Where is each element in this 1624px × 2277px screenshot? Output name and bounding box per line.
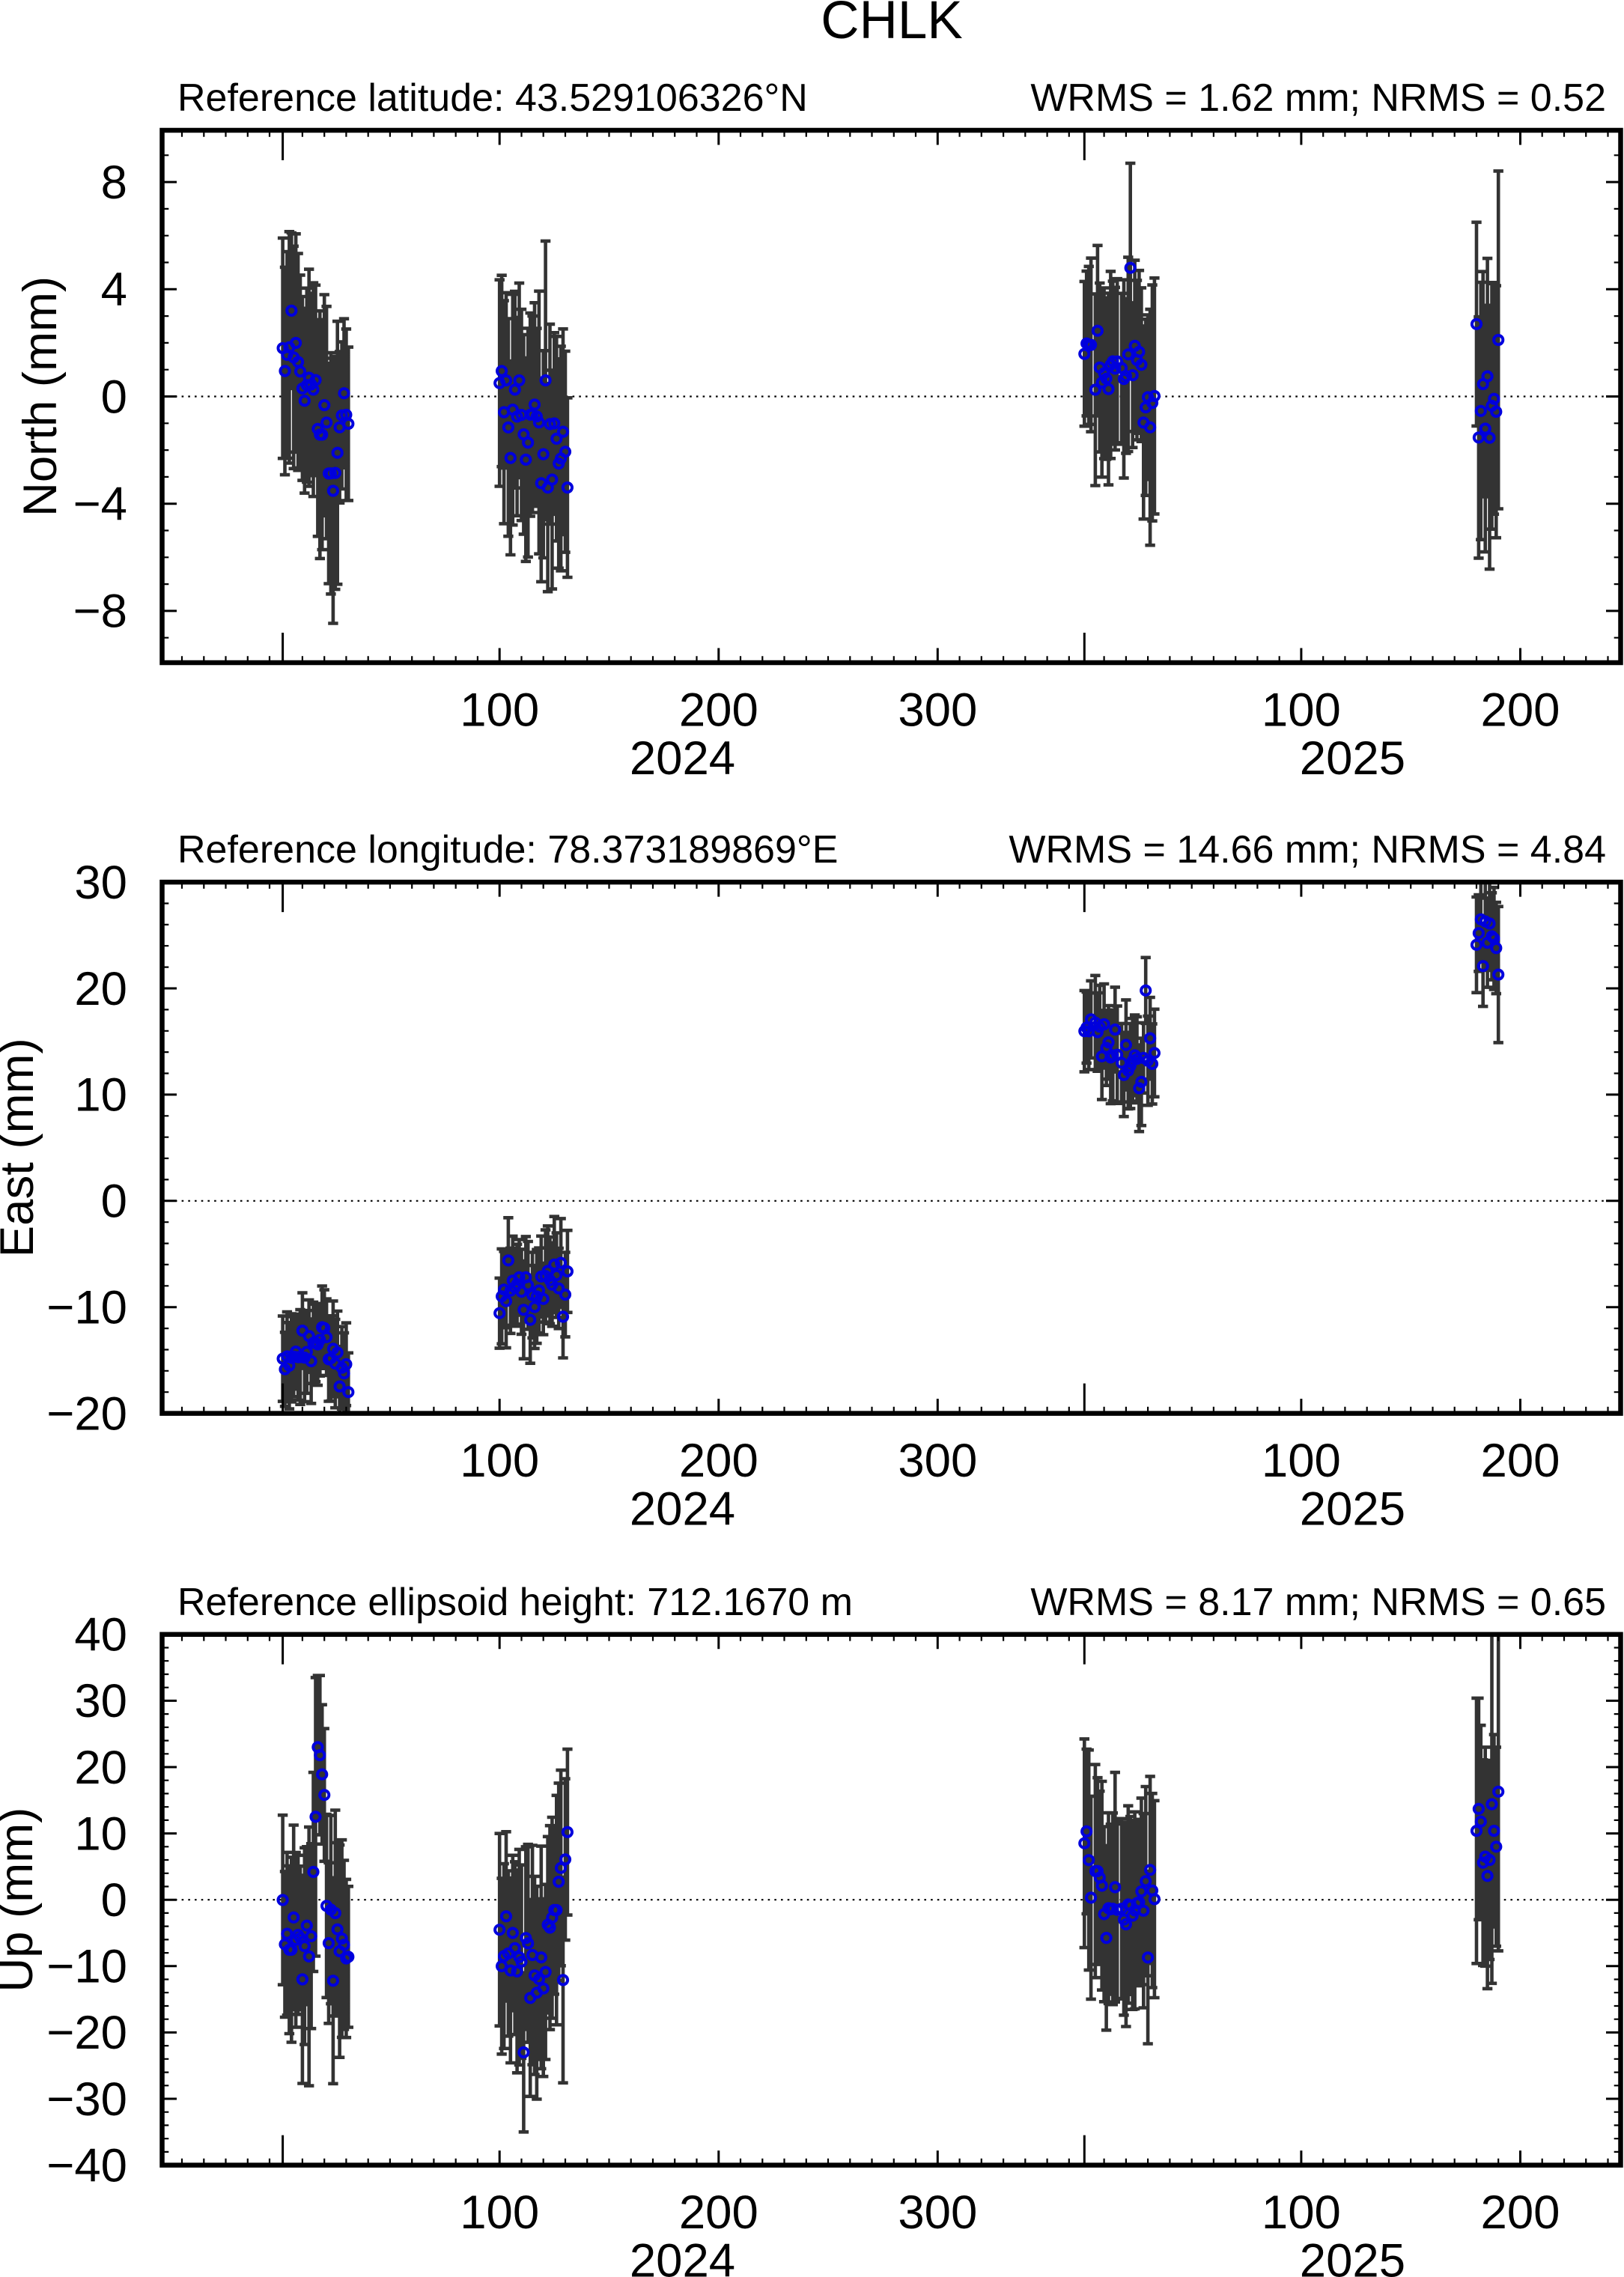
svg-text:0: 0	[101, 371, 127, 423]
svg-text:−4: −4	[73, 478, 127, 531]
svg-text:Reference latitude: 43.5291063: Reference latitude: 43.529106326°N	[177, 76, 808, 120]
svg-text:−30: −30	[46, 2073, 127, 2126]
svg-text:2024: 2024	[630, 1483, 735, 1535]
svg-text:10: 10	[74, 1069, 127, 1122]
svg-text:8: 8	[101, 156, 127, 209]
svg-text:East (mm): East (mm)	[0, 1038, 43, 1257]
svg-text:WRMS = 1.62 mm; NRMS = 0.52: WRMS = 1.62 mm; NRMS = 0.52	[1030, 76, 1606, 120]
svg-text:20: 20	[74, 1742, 127, 1794]
svg-text:2025: 2025	[1300, 1483, 1405, 1535]
svg-text:200: 200	[679, 684, 758, 736]
svg-text:−20: −20	[46, 2007, 127, 2059]
svg-text:−10: −10	[46, 1282, 127, 1334]
svg-text:−20: −20	[46, 1387, 127, 1440]
svg-text:40: 40	[74, 1609, 127, 1662]
svg-text:100: 100	[1262, 2186, 1341, 2239]
svg-text:WRMS = 8.17 mm; NRMS = 0.65: WRMS = 8.17 mm; NRMS = 0.65	[1030, 1581, 1606, 1624]
svg-text:Up (mm): Up (mm)	[0, 1808, 43, 1992]
svg-text:−10: −10	[46, 1941, 127, 1993]
svg-text:Reference longitude: 78.373189: Reference longitude: 78.373189869°E	[177, 828, 838, 872]
svg-text:300: 300	[898, 1435, 977, 1487]
svg-text:200: 200	[679, 1435, 758, 1487]
svg-text:North (mm): North (mm)	[14, 276, 67, 517]
svg-text:100: 100	[1262, 1435, 1341, 1487]
svg-text:WRMS = 14.66 mm; NRMS = 4.84: WRMS = 14.66 mm; NRMS = 4.84	[1009, 828, 1606, 872]
svg-text:200: 200	[1481, 684, 1560, 736]
svg-text:30: 30	[74, 857, 127, 909]
svg-text:20: 20	[74, 963, 127, 1015]
svg-text:4: 4	[101, 264, 127, 316]
svg-text:200: 200	[1481, 1435, 1560, 1487]
svg-text:10: 10	[74, 1808, 127, 1860]
svg-text:100: 100	[460, 1435, 539, 1487]
svg-text:100: 100	[1262, 684, 1341, 736]
svg-text:CHLK: CHLK	[821, 0, 962, 50]
svg-text:100: 100	[460, 2186, 539, 2239]
svg-text:2024: 2024	[630, 2234, 735, 2277]
svg-text:30: 30	[74, 1675, 127, 1727]
svg-text:−8: −8	[73, 586, 127, 638]
svg-text:0: 0	[101, 1874, 127, 1927]
svg-text:100: 100	[460, 684, 539, 736]
svg-text:300: 300	[898, 684, 977, 736]
svg-text:200: 200	[679, 2186, 758, 2239]
svg-text:300: 300	[898, 2186, 977, 2239]
svg-text:2025: 2025	[1300, 2234, 1405, 2277]
svg-text:2024: 2024	[630, 732, 735, 785]
svg-text:2025: 2025	[1300, 732, 1405, 785]
svg-text:Reference ellipsoid height: 71: Reference ellipsoid height: 712.1670 m	[177, 1581, 853, 1624]
svg-text:200: 200	[1481, 2186, 1560, 2239]
svg-text:0: 0	[101, 1176, 127, 1228]
svg-text:−40: −40	[46, 2139, 127, 2192]
